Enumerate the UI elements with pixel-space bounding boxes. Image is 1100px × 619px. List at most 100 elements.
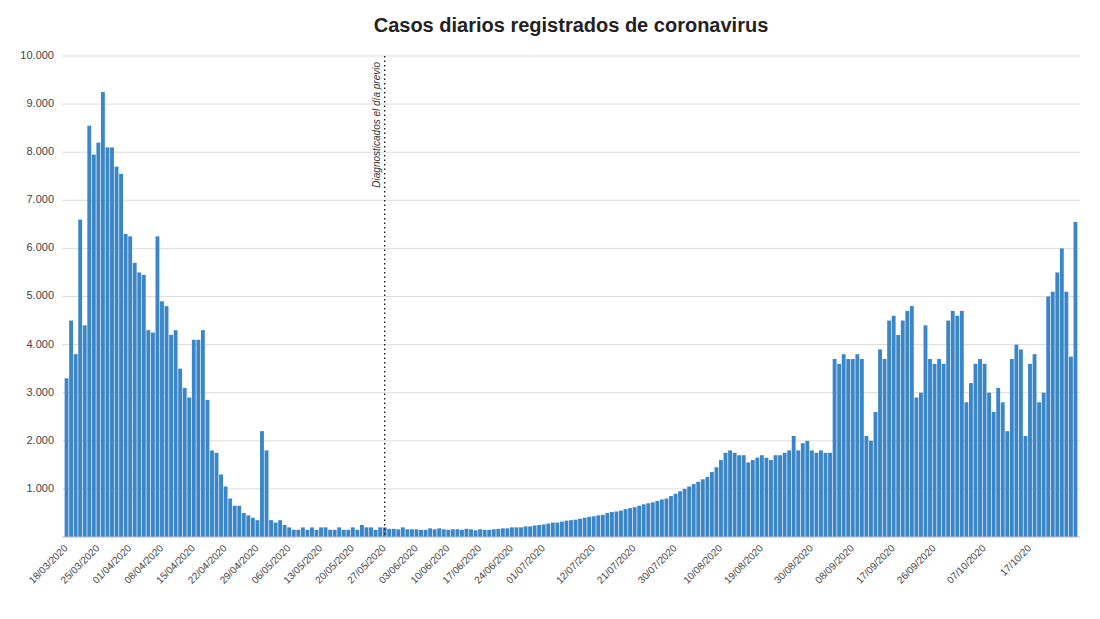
bar xyxy=(228,499,232,537)
bar xyxy=(764,458,768,537)
bar xyxy=(151,333,155,537)
bar xyxy=(860,359,864,537)
bar xyxy=(1019,349,1023,537)
bar xyxy=(387,529,391,537)
bar xyxy=(914,398,918,537)
bar xyxy=(619,511,623,537)
bar xyxy=(742,455,746,537)
bar xyxy=(328,530,332,537)
bar xyxy=(833,359,837,537)
bar xyxy=(674,494,678,537)
bar xyxy=(496,529,500,537)
bar xyxy=(360,525,364,537)
bar xyxy=(524,526,528,537)
bar xyxy=(842,354,846,537)
bar xyxy=(769,460,773,537)
bar xyxy=(224,486,228,537)
bar xyxy=(537,525,541,537)
y-tick-label: 6.000 xyxy=(26,241,54,253)
bar xyxy=(419,530,423,537)
bar xyxy=(1060,248,1064,537)
bar xyxy=(637,506,641,537)
x-tick-label: 01/07/2020 xyxy=(504,542,547,585)
bar xyxy=(87,126,91,537)
x-tick-label: 19/08/2020 xyxy=(722,542,765,585)
bar xyxy=(333,530,337,537)
bar xyxy=(183,388,187,537)
bar xyxy=(646,503,650,537)
bar xyxy=(546,524,550,537)
bar xyxy=(610,512,614,537)
bar xyxy=(296,530,300,537)
bar xyxy=(187,398,191,537)
bar xyxy=(133,263,137,537)
bar xyxy=(433,529,437,537)
bar xyxy=(555,523,559,537)
bar xyxy=(1024,436,1028,537)
bar xyxy=(156,236,160,537)
x-tick-label: 07/10/2020 xyxy=(945,542,988,585)
bar xyxy=(460,530,464,537)
bar xyxy=(755,458,759,537)
y-tick-label: 5.000 xyxy=(26,289,54,301)
bar xyxy=(565,521,569,537)
bar xyxy=(478,529,482,537)
bar xyxy=(1005,431,1009,537)
bar xyxy=(274,523,278,537)
bar xyxy=(1051,292,1055,537)
bar xyxy=(146,330,150,537)
bar xyxy=(974,364,978,537)
bar xyxy=(683,489,687,537)
bar xyxy=(796,450,800,537)
bar xyxy=(255,520,259,537)
bar xyxy=(855,354,859,537)
bar xyxy=(837,364,841,537)
bar xyxy=(233,506,237,537)
bar xyxy=(887,321,891,537)
bar xyxy=(210,450,214,537)
bar xyxy=(737,455,741,537)
bar xyxy=(874,412,878,537)
bar xyxy=(283,525,287,537)
bar xyxy=(901,321,905,537)
bar xyxy=(596,515,600,537)
bar xyxy=(719,460,723,537)
bar xyxy=(196,340,200,537)
bar xyxy=(651,502,655,537)
bar xyxy=(405,529,409,537)
bar xyxy=(515,527,519,537)
bar xyxy=(655,501,659,537)
bar xyxy=(324,527,328,537)
bar xyxy=(560,522,564,537)
bar xyxy=(583,518,587,537)
bar xyxy=(74,354,78,537)
bar xyxy=(992,412,996,537)
bar xyxy=(92,155,96,537)
bar xyxy=(1055,272,1059,537)
bar xyxy=(828,453,832,537)
bar xyxy=(933,364,937,537)
bar xyxy=(696,482,700,537)
bar xyxy=(160,301,164,537)
bar xyxy=(337,527,341,537)
bar xyxy=(205,400,209,537)
bar xyxy=(801,443,805,537)
bar xyxy=(983,364,987,537)
bar xyxy=(905,311,909,537)
bar xyxy=(178,369,182,537)
bar xyxy=(319,527,323,537)
bar xyxy=(605,513,609,537)
bar xyxy=(519,527,523,537)
bar xyxy=(864,436,868,537)
bar xyxy=(1064,292,1068,537)
bar xyxy=(106,147,110,537)
bar xyxy=(169,335,173,537)
bar xyxy=(987,393,991,537)
bar xyxy=(437,528,441,537)
y-tick-label: 4.000 xyxy=(26,338,54,350)
bar xyxy=(278,520,282,537)
bar xyxy=(365,527,369,537)
bar xyxy=(65,378,69,537)
bar xyxy=(115,167,119,537)
bar xyxy=(996,388,1000,537)
